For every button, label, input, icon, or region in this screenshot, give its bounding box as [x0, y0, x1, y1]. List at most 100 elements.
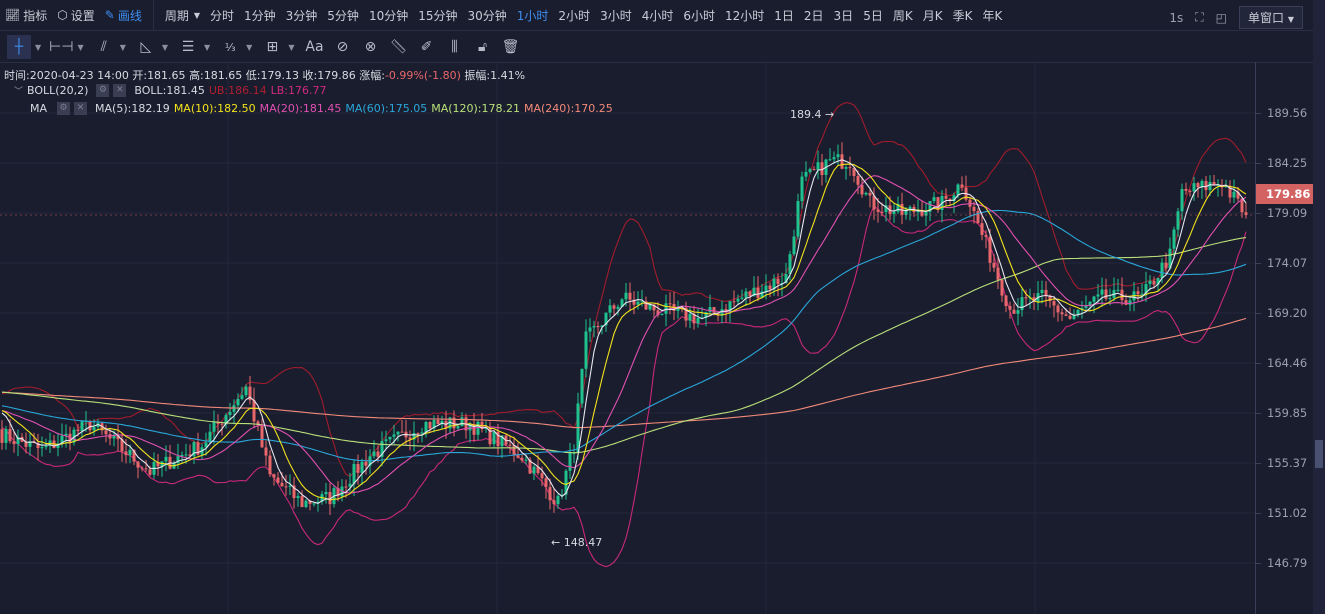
candle-body	[884, 205, 888, 213]
candle-body	[508, 444, 512, 446]
candle-body	[972, 206, 976, 212]
candle-body	[1068, 315, 1072, 319]
candle-body	[224, 415, 228, 425]
boll-legend: ﹀ BOLL(20,2) ⚙ ✕ BOLL:181.45 UB:186.14 LB…	[14, 84, 327, 97]
period-0[interactable]: 分时	[210, 8, 235, 23]
close-label: 收:	[302, 69, 318, 82]
price-chart[interactable]	[0, 62, 1255, 614]
refresh-interval[interactable]: 1s	[1169, 10, 1184, 25]
window-mode-select[interactable]: 单窗口 ▼	[1239, 6, 1303, 29]
gear-icon[interactable]: ⚙	[96, 84, 110, 97]
fullscreen-icon[interactable]: ⛶	[1195, 10, 1204, 24]
price-axis[interactable]: 189.56 184.25 179.09 174.07 169.20 164.46 159.…	[1255, 62, 1313, 614]
boll-lower-line	[1, 205, 1247, 568]
candle-body	[1024, 297, 1028, 299]
period-12[interactable]: 12小时	[724, 8, 765, 23]
period-13[interactable]: 1日	[774, 8, 794, 23]
candle-body	[396, 431, 400, 435]
caret-down-icon[interactable]: ▼	[161, 42, 169, 52]
candle-body	[876, 209, 880, 212]
panel-toggle-handle[interactable]	[1315, 440, 1323, 468]
draw-button[interactable]: ✎ 画线	[100, 7, 147, 24]
period-6[interactable]: 30分钟	[467, 8, 507, 23]
caret-down-icon[interactable]: ▼	[77, 42, 84, 52]
period-1[interactable]: 1分钟	[244, 8, 276, 23]
candle-body	[240, 395, 244, 399]
high-value: 181.65	[203, 69, 243, 82]
period-5[interactable]: 15分钟	[418, 8, 458, 23]
period-11[interactable]: 6小时	[683, 8, 715, 23]
caret-down-icon[interactable]: ▼	[119, 42, 126, 52]
candle-body	[684, 307, 688, 321]
candle-body	[208, 431, 212, 443]
boll-name: BOLL(20,2)	[27, 84, 89, 97]
candle-body	[384, 439, 388, 442]
fibonacci-tool[interactable]: ☰	[181, 39, 195, 55]
crosshair-tool[interactable]: ┼	[7, 35, 31, 59]
add-window-icon[interactable]: ◰	[1215, 10, 1227, 25]
candle-body	[28, 441, 32, 447]
indicators-button[interactable]: 📈︎ 指标	[0, 7, 52, 24]
candle-body	[312, 503, 316, 505]
ruler-icon[interactable]: 📏︎	[389, 39, 408, 55]
candle-body	[116, 435, 120, 440]
candle-body	[608, 305, 612, 313]
trash-icon[interactable]: 🗑︎	[501, 39, 520, 55]
candle-body	[440, 420, 444, 425]
measure-box-tool[interactable]: ⊞	[266, 39, 279, 55]
candle-body	[120, 439, 124, 452]
candle-body	[1000, 279, 1004, 296]
candle-body	[628, 292, 632, 300]
candle-body	[820, 162, 824, 175]
period-15[interactable]: 3日	[833, 8, 854, 23]
parallel-lines-tool[interactable]: ⫽	[100, 39, 107, 55]
period-16[interactable]: 5日	[863, 8, 883, 23]
period-19[interactable]: 季K	[952, 8, 973, 23]
candle-body	[584, 331, 588, 369]
angle-tool[interactable]: ◺	[140, 39, 152, 55]
candle-body	[496, 431, 500, 447]
period-7[interactable]: 1小时	[516, 8, 549, 23]
eraser-pen-icon[interactable]: ✐	[420, 39, 433, 55]
caret-down-icon[interactable]: ▼	[35, 42, 42, 52]
caret-down-icon[interactable]: ▼	[204, 42, 211, 52]
lock-icon[interactable]: 🔓︎	[477, 39, 488, 55]
period-4[interactable]: 10分钟	[368, 8, 409, 23]
candle-body	[328, 492, 332, 505]
gear-icon[interactable]: ⚙	[57, 102, 71, 115]
period-17[interactable]: 周K	[892, 8, 913, 23]
period-3[interactable]: 5分钟	[327, 8, 359, 23]
period-2[interactable]: 3分钟	[285, 8, 318, 23]
candle-body	[1060, 312, 1064, 315]
candle-body	[1052, 301, 1056, 306]
caret-down-icon[interactable]: ▼	[288, 42, 295, 52]
wave-tool[interactable]: ⅟₃	[224, 40, 236, 54]
candle-body	[428, 422, 432, 429]
candles-icon[interactable]: ⫼	[451, 39, 458, 55]
candle-body	[1016, 310, 1020, 314]
collapse-chevron-icon[interactable]: ﹀	[14, 87, 24, 97]
close-icon[interactable]: ✕	[74, 102, 88, 115]
close-icon[interactable]: ✕	[113, 84, 127, 97]
period-20[interactable]: 年K	[982, 8, 1003, 23]
candle-body	[244, 386, 248, 396]
period-9[interactable]: 3小时	[600, 8, 632, 23]
period-10[interactable]: 4小时	[641, 8, 674, 23]
horizontal-segment-tool[interactable]: ⊢⊣	[49, 39, 74, 55]
period-14[interactable]: 2日	[803, 8, 824, 23]
candle-body	[1100, 289, 1104, 295]
scrollbar[interactable]	[1313, 0, 1325, 614]
hide-drawings-icon[interactable]: ⊘	[336, 39, 349, 55]
magnet-icon[interactable]: ⊗	[364, 39, 377, 55]
text-tool[interactable]: Aa	[305, 39, 324, 55]
candle-body	[932, 197, 936, 202]
period-8[interactable]: 2小时	[558, 8, 591, 23]
period-18[interactable]: 月K	[922, 8, 943, 23]
period-dropdown[interactable]: 周期 ▼	[160, 7, 205, 24]
candle-body	[960, 184, 964, 188]
settings-button[interactable]: ⬡ 设置	[52, 7, 100, 24]
candle-body	[1088, 301, 1092, 307]
caret-down-icon[interactable]: ▼	[246, 42, 253, 52]
candle-body	[984, 234, 988, 237]
candle-body	[192, 442, 196, 457]
